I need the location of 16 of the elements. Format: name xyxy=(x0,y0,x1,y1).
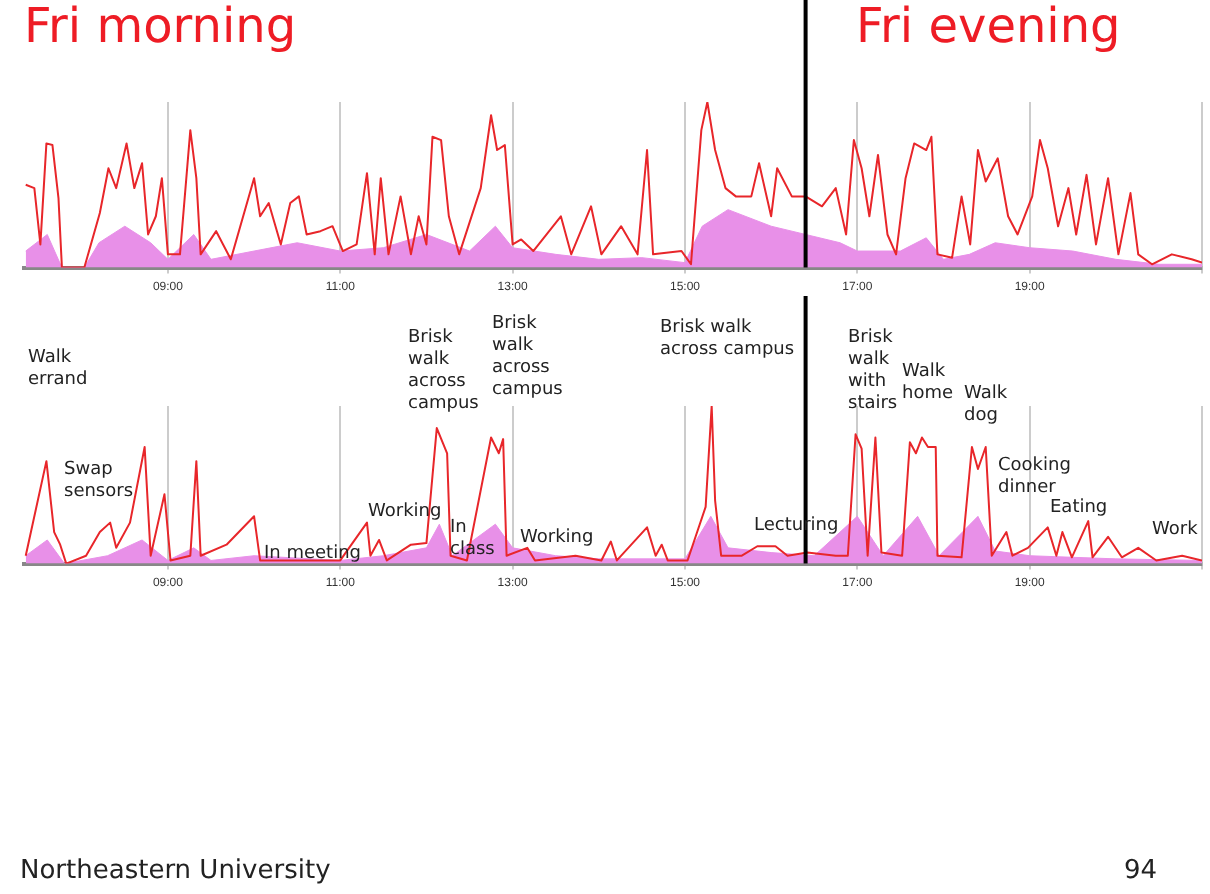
text: Brisk walk across campus xyxy=(660,318,795,362)
text: Walk home xyxy=(902,362,954,406)
text: Fri morning xyxy=(24,0,297,54)
annotation: Working xyxy=(520,528,594,550)
annotation: Brisk walk with stairs xyxy=(848,328,898,416)
text: Fri evening xyxy=(856,0,1121,54)
text: Northeastern University xyxy=(20,856,331,886)
text: Walk errand xyxy=(28,348,88,392)
annotation: Work xyxy=(1152,520,1198,542)
annotation: Cooking dinner xyxy=(998,456,1071,498)
annotation: Brisk walk across campus xyxy=(408,328,479,416)
annotation: Eating xyxy=(1050,498,1108,520)
annotation: Swap sensors xyxy=(64,460,134,504)
text: Brisk walk across campus xyxy=(492,314,563,402)
annotation: Walk dog xyxy=(964,384,1008,428)
text: 94 xyxy=(1124,856,1158,886)
